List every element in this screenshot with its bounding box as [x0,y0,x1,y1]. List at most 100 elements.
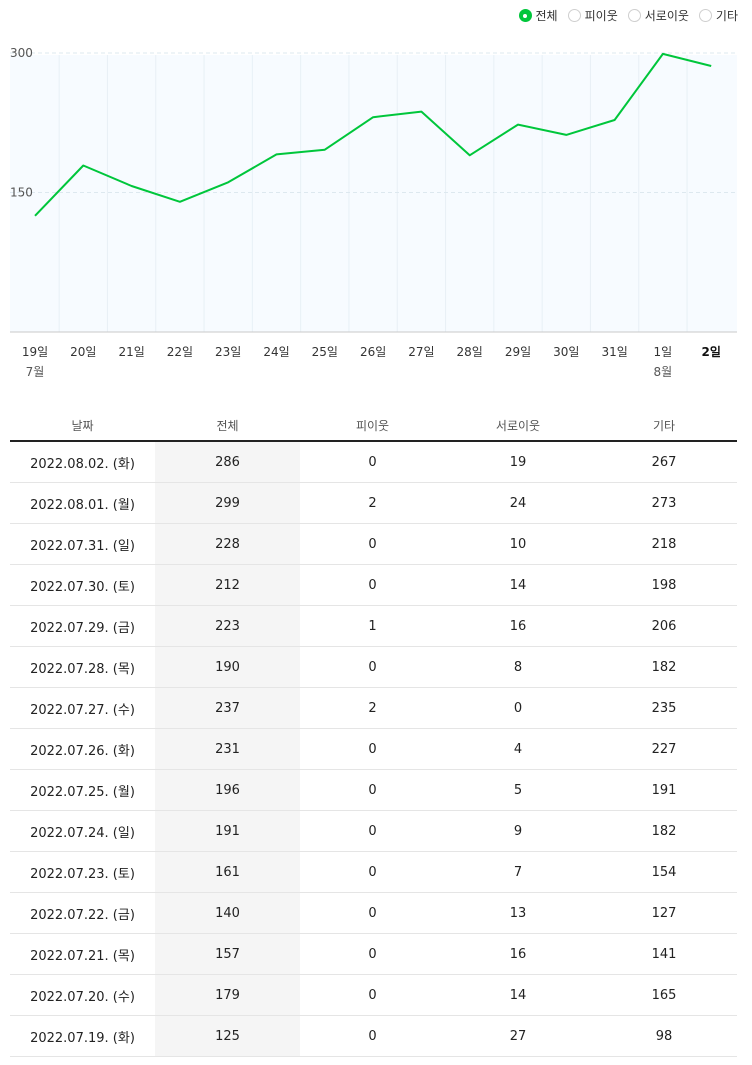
cell-neighbor: 0 [300,851,445,893]
radio-unchecked-icon[interactable] [567,9,581,22]
plot-background [10,55,737,332]
series-line-전체 [34,52,712,217]
x-tick-label: 27일 [408,345,434,359]
table-row: 2022.07.30. (토) 212 0 14 198 [10,564,737,606]
x-tick-label: 1일 [654,345,673,359]
cell-total: 190 [155,646,300,688]
table-row: 2022.07.31. (일) 228 0 10 218 [10,523,737,565]
table-row: 2022.07.29. (금) 223 1 16 206 [10,605,737,647]
cell-other: 154 [591,851,737,893]
cell-other: 227 [591,728,737,770]
cell-date: 2022.07.24. (일) [10,810,155,852]
table-row: 2022.07.24. (일) 191 0 9 182 [10,810,737,852]
cell-mutual-neighbor: 19 [445,441,591,483]
cell-date: 2022.07.28. (목) [10,646,155,688]
header-neighbor: 피이웃 [300,411,445,442]
cell-total: 212 [155,564,300,606]
cell-mutual-neighbor: 4 [445,728,591,770]
table-row: 2022.07.26. (화) 231 0 4 227 [10,728,737,770]
cell-date: 2022.07.22. (금) [10,892,155,934]
x-tick-label: 2일 [702,345,721,359]
cell-other: 127 [591,892,737,934]
cell-date: 2022.08.02. (화) [10,441,155,483]
cell-total: 191 [155,810,300,852]
radio-unchecked-icon[interactable] [627,9,641,22]
cell-mutual-neighbor: 7 [445,851,591,893]
cell-date: 2022.07.23. (토) [10,851,155,893]
cell-neighbor: 2 [300,482,445,524]
cell-neighbor: 1 [300,605,445,647]
x-tick-label: 31일 [601,345,627,359]
cell-neighbor: 0 [300,441,445,483]
cell-mutual-neighbor: 24 [445,482,591,524]
cell-date: 2022.07.29. (금) [10,605,155,647]
table-row: 2022.08.02. (화) 286 0 19 267 [10,441,737,483]
cell-total: 299 [155,482,300,524]
cell-other: 182 [591,646,737,688]
table-row: 2022.07.27. (수) 237 2 0 235 [10,687,737,729]
cell-total: 196 [155,769,300,811]
x-tick-label: 26일 [360,345,386,359]
cell-mutual-neighbor: 8 [445,646,591,688]
cell-total: 237 [155,687,300,729]
x-tick-label: 25일 [312,345,338,359]
cell-mutual-neighbor: 16 [445,933,591,975]
table-row: 2022.07.23. (토) 161 0 7 154 [10,851,737,893]
cell-other: 273 [591,482,737,524]
cell-date: 2022.07.31. (일) [10,523,155,565]
cell-total: 125 [155,1015,300,1057]
legend-mutual-neighbor[interactable]: 서로이웃 [627,7,689,24]
cell-date: 2022.07.30. (토) [10,564,155,606]
cell-date: 2022.07.27. (수) [10,687,155,729]
header-total: 전체 [155,411,300,442]
cell-total: 157 [155,933,300,975]
cell-mutual-neighbor: 9 [445,810,591,852]
cell-total: 161 [155,851,300,893]
cell-mutual-neighbor: 13 [445,892,591,934]
cell-mutual-neighbor: 16 [445,605,591,647]
header-date: 날짜 [10,411,155,442]
cell-total: 179 [155,974,300,1016]
cell-other: 182 [591,810,737,852]
cell-neighbor: 0 [300,1015,445,1057]
legend-neighbor[interactable]: 피이웃 [567,7,618,24]
cell-total: 223 [155,605,300,647]
cell-mutual-neighbor: 0 [445,687,591,729]
legend-all[interactable]: 전체 [518,7,558,24]
x-tick-label: 28일 [457,345,483,359]
visitor-line-chart: 150 300 19일 20일 21일 22일 23일 24일 25일 26일 27일 28일 29일 3… [10,46,737,379]
cell-other: 235 [591,687,737,729]
y-tick-label: 150 [10,186,33,200]
radio-checked-icon[interactable] [518,9,532,22]
cell-other: 165 [591,974,737,1016]
cell-date: 2022.07.20. (수) [10,974,155,1016]
table-row: 2022.07.22. (금) 140 0 13 127 [10,892,737,934]
cell-neighbor: 0 [300,892,445,934]
cell-other: 198 [591,564,737,606]
cell-other: 267 [591,441,737,483]
cell-date: 2022.07.19. (화) [10,1015,155,1057]
cell-other: 191 [591,769,737,811]
table-header-row: 날짜 전체 피이웃 서로이웃 기타 [10,411,737,442]
cell-date: 2022.07.21. (목) [10,933,155,975]
x-tick-label: 23일 [215,345,241,359]
cell-total: 231 [155,728,300,770]
cell-date: 2022.07.25. (월) [10,769,155,811]
cell-other: 141 [591,933,737,975]
cell-total: 140 [155,892,300,934]
radio-unchecked-icon[interactable] [698,9,712,22]
cell-other: 98 [591,1015,737,1057]
x-tick-label: 24일 [263,345,289,359]
cell-neighbor: 0 [300,564,445,606]
cell-mutual-neighbor: 14 [445,564,591,606]
cell-neighbor: 0 [300,646,445,688]
cell-other: 218 [591,523,737,565]
x-tick-label: 22일 [167,345,193,359]
x-tick-label: 19일 [22,345,48,359]
cell-mutual-neighbor: 27 [445,1015,591,1057]
series-legend: 전체 피이웃 서로이웃 기타 [518,7,738,24]
legend-other[interactable]: 기타 [698,7,738,24]
cell-total: 286 [155,441,300,483]
legend-label: 서로이웃 [644,9,689,23]
header-other: 기타 [591,411,737,442]
